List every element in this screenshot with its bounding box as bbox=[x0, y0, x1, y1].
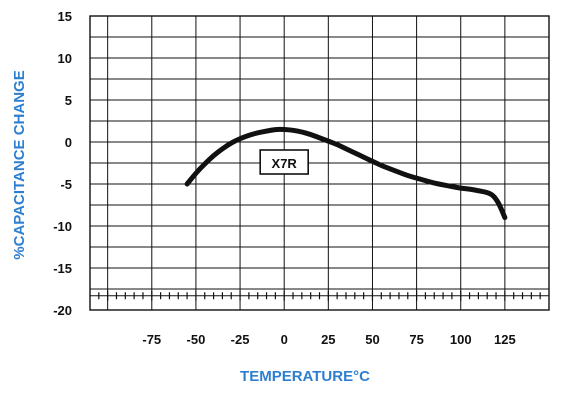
annotation-x7r: X7R bbox=[259, 149, 309, 175]
x-tick-label: -75 bbox=[142, 332, 161, 347]
y-axis-label: %CAPACITANCE CHANGE bbox=[11, 70, 28, 259]
y-tick-label: 0 bbox=[65, 135, 72, 150]
grid-layer bbox=[89, 15, 550, 311]
x-tick-label: 100 bbox=[450, 332, 472, 347]
y-tick-label: -5 bbox=[60, 177, 72, 192]
y-tick-label: -20 bbox=[53, 303, 72, 318]
x-tick-label: 125 bbox=[494, 332, 516, 347]
x-tick-label: -25 bbox=[231, 332, 250, 347]
x-tick-label: 0 bbox=[281, 332, 288, 347]
minor-ticks-layer bbox=[90, 290, 549, 301]
x-tick-label: -50 bbox=[187, 332, 206, 347]
x-tick-label: 25 bbox=[321, 332, 335, 347]
x-tick-label: 75 bbox=[409, 332, 423, 347]
y-tick-label: -15 bbox=[53, 261, 72, 276]
y-tick-label: 10 bbox=[58, 51, 72, 66]
annotation-box bbox=[259, 149, 309, 175]
annotation-label: X7R bbox=[272, 156, 298, 171]
series-line-x7r bbox=[184, 126, 508, 221]
curve-layer bbox=[184, 126, 508, 221]
y-tick-label: 15 bbox=[58, 9, 72, 24]
x-axis-label: TEMPERATURE°C bbox=[240, 368, 370, 385]
x-tick-label: 50 bbox=[365, 332, 379, 347]
y-tick-label: -10 bbox=[53, 219, 72, 234]
y-tick-label: 5 bbox=[65, 93, 72, 108]
